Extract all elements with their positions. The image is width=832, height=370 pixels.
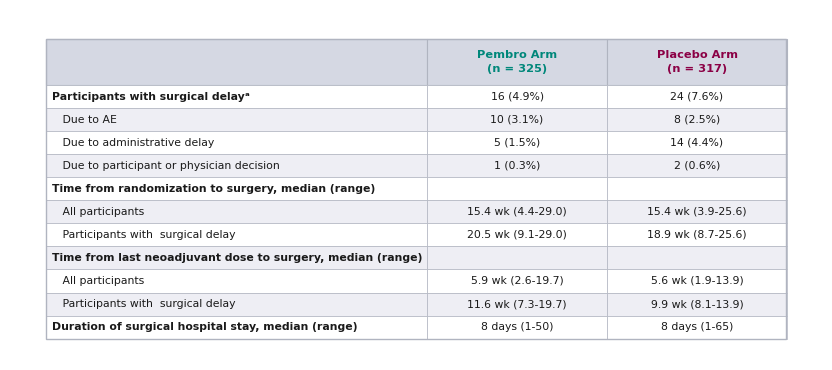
- Bar: [427, 293, 607, 316]
- Text: 10 (3.1%): 10 (3.1%): [490, 115, 543, 125]
- Text: 8 days (1-50): 8 days (1-50): [481, 322, 553, 332]
- Text: 1 (0.3%): 1 (0.3%): [494, 161, 540, 171]
- Text: All participants: All participants: [52, 207, 145, 217]
- Bar: [607, 154, 787, 177]
- Bar: [607, 39, 787, 85]
- Bar: [427, 316, 607, 339]
- Text: 11.6 wk (7.3-19.7): 11.6 wk (7.3-19.7): [468, 299, 567, 309]
- Text: All participants: All participants: [52, 276, 145, 286]
- Text: Participants with  surgical delay: Participants with surgical delay: [52, 230, 236, 240]
- Text: 14 (4.4%): 14 (4.4%): [671, 138, 724, 148]
- Bar: [46, 154, 427, 177]
- Bar: [427, 201, 607, 223]
- Text: 9.9 wk (8.1-13.9): 9.9 wk (8.1-13.9): [651, 299, 743, 309]
- Bar: [46, 293, 427, 316]
- Text: Due to AE: Due to AE: [52, 115, 117, 125]
- Bar: [607, 131, 787, 154]
- Bar: [607, 293, 787, 316]
- Text: Placebo Arm
(n = 317): Placebo Arm (n = 317): [656, 50, 737, 74]
- Text: 18.9 wk (8.7-25.6): 18.9 wk (8.7-25.6): [647, 230, 747, 240]
- Text: 15.4 wk (3.9-25.6): 15.4 wk (3.9-25.6): [647, 207, 747, 217]
- Bar: [46, 131, 427, 154]
- Text: 20.5 wk (9.1-29.0): 20.5 wk (9.1-29.0): [467, 230, 567, 240]
- Bar: [46, 177, 427, 201]
- Text: 8 days (1-65): 8 days (1-65): [661, 322, 733, 332]
- Bar: [427, 246, 607, 269]
- Bar: [46, 269, 427, 293]
- Text: Due to participant or physician decision: Due to participant or physician decision: [52, 161, 280, 171]
- Text: Participants with  surgical delay: Participants with surgical delay: [52, 299, 236, 309]
- Bar: [607, 85, 787, 108]
- Bar: [46, 39, 427, 85]
- Text: Time from randomization to surgery, median (range): Time from randomization to surgery, medi…: [52, 184, 376, 194]
- Bar: [427, 269, 607, 293]
- Bar: [427, 154, 607, 177]
- Text: Pembro Arm
(n = 325): Pembro Arm (n = 325): [477, 50, 557, 74]
- Text: 5.9 wk (2.6-19.7): 5.9 wk (2.6-19.7): [471, 276, 563, 286]
- Bar: [427, 108, 607, 131]
- Text: 15.4 wk (4.4-29.0): 15.4 wk (4.4-29.0): [468, 207, 567, 217]
- Bar: [46, 39, 786, 339]
- Text: 8 (2.5%): 8 (2.5%): [674, 115, 721, 125]
- Text: 5 (1.5%): 5 (1.5%): [494, 138, 540, 148]
- Bar: [607, 201, 787, 223]
- Bar: [46, 201, 427, 223]
- Text: 24 (7.6%): 24 (7.6%): [671, 92, 724, 102]
- Bar: [46, 246, 427, 269]
- Bar: [607, 316, 787, 339]
- Bar: [427, 85, 607, 108]
- Bar: [46, 85, 427, 108]
- Bar: [427, 177, 607, 201]
- Bar: [46, 316, 427, 339]
- Bar: [427, 131, 607, 154]
- Text: 2 (0.6%): 2 (0.6%): [674, 161, 721, 171]
- Text: 16 (4.9%): 16 (4.9%): [491, 92, 543, 102]
- Bar: [607, 177, 787, 201]
- Text: Participants with surgical delayᵃ: Participants with surgical delayᵃ: [52, 92, 250, 102]
- Text: 5.6 wk (1.9-13.9): 5.6 wk (1.9-13.9): [651, 276, 743, 286]
- Bar: [46, 108, 427, 131]
- Bar: [607, 108, 787, 131]
- Text: Duration of surgical hospital stay, median (range): Duration of surgical hospital stay, medi…: [52, 322, 358, 332]
- Text: Due to administrative delay: Due to administrative delay: [52, 138, 215, 148]
- Text: Time from last neoadjuvant dose to surgery, median (range): Time from last neoadjuvant dose to surge…: [52, 253, 423, 263]
- Bar: [607, 223, 787, 246]
- Bar: [427, 39, 607, 85]
- Bar: [427, 223, 607, 246]
- Bar: [607, 246, 787, 269]
- Bar: [607, 269, 787, 293]
- Bar: [46, 223, 427, 246]
